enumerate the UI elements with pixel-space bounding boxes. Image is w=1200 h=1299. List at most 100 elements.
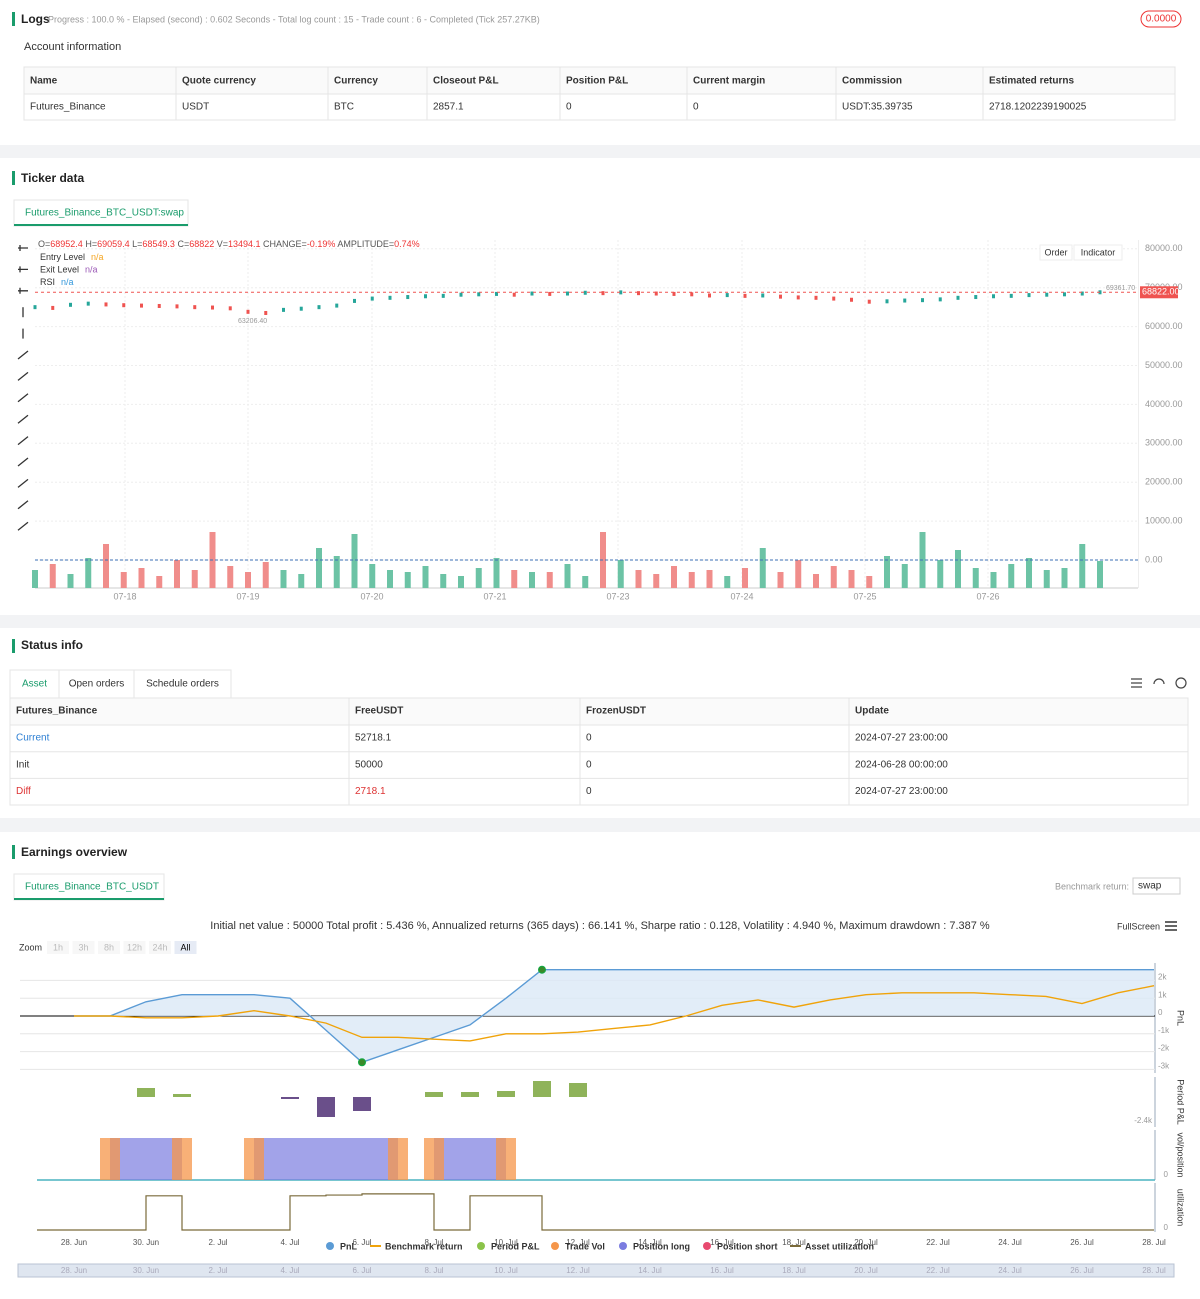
navigator[interactable] [17, 1263, 1175, 1278]
volume-bar [759, 548, 766, 588]
candle [370, 296, 374, 301]
ohlc-value: 0.74% [394, 239, 420, 249]
zoom-button[interactable] [47, 941, 69, 954]
navigator-label: 4. Jul [280, 1266, 299, 1275]
x-tick-label: 30. Jun [133, 1238, 159, 1247]
navigator-label: 30. Jun [133, 1266, 159, 1275]
zero-label: 0 [1164, 1223, 1169, 1232]
y-tick-label: 10000.00 [1145, 515, 1183, 525]
tool-icon[interactable] [17, 350, 29, 360]
y-tick-label: 0.00 [1145, 554, 1163, 564]
candle [140, 303, 143, 308]
legend-label[interactable]: Period P&L [491, 1241, 540, 1251]
candle [903, 298, 907, 303]
legend-label[interactable]: Position long [633, 1241, 690, 1251]
chart-button[interactable] [1039, 244, 1073, 261]
tool-icon[interactable] [17, 414, 29, 424]
zero-label: 0 [1164, 1170, 1169, 1179]
volume-bar [138, 568, 145, 588]
legend-label[interactable]: Trade Vol [565, 1241, 605, 1251]
toolbar-icons[interactable] [1131, 677, 1187, 689]
legend-symbol [326, 1242, 334, 1250]
tool-icon[interactable] [17, 371, 29, 381]
menu-icon[interactable] [1165, 921, 1177, 931]
tab[interactable] [133, 669, 232, 699]
tab-label: Schedule orders [146, 679, 219, 690]
candle [690, 292, 694, 297]
volume-bar [156, 576, 163, 588]
tool-icon[interactable] [17, 478, 29, 488]
candle [282, 307, 285, 312]
fullscreen[interactable]: FullScreen [1117, 921, 1160, 931]
benchmark-value: swap [1138, 881, 1162, 892]
table-header [9, 697, 1189, 726]
tab-underline [14, 898, 164, 900]
tool-icon[interactable] [18, 266, 28, 273]
x-tick-label: 07-25 [853, 591, 876, 601]
chart-button-label: Indicator [1081, 247, 1116, 257]
tool-icon[interactable] [17, 457, 29, 467]
tool-icon[interactable] [17, 521, 29, 531]
chart-button[interactable] [1073, 244, 1123, 261]
trade-vol [244, 1138, 264, 1180]
x-tick-label: 07-20 [360, 591, 383, 601]
position-bar [290, 1138, 326, 1180]
volume-bar [387, 570, 393, 588]
volume-bar [529, 572, 535, 588]
x-tick-label: 18. Jul [782, 1238, 806, 1247]
volume-bar [777, 572, 784, 588]
badge[interactable] [1140, 10, 1182, 28]
benchmark-select[interactable] [1132, 877, 1181, 895]
x-tick-label: 22. Jul [926, 1238, 950, 1247]
x-tick-label: 07-19 [236, 591, 259, 601]
tab-label: Futures_Binance_BTC_USDT:swap [25, 208, 184, 219]
cell: BTC [334, 102, 354, 113]
high-label: 69361.70 [1106, 285, 1135, 292]
tool-icon[interactable] [17, 500, 29, 510]
candle [583, 290, 587, 295]
header-cell: FrozenUSDT [586, 706, 646, 717]
volume-bar [866, 576, 873, 588]
tool-icon[interactable] [17, 436, 29, 446]
volume-bar [884, 556, 890, 588]
candle [33, 305, 37, 310]
period-bar [461, 1092, 479, 1097]
zoom-button[interactable] [174, 941, 197, 954]
tab[interactable] [13, 199, 189, 227]
status-title: Status info [21, 638, 83, 652]
legend-label[interactable]: Benchmark return [385, 1241, 463, 1251]
ohlc-value: -0.19% [307, 239, 336, 249]
candle [406, 295, 410, 300]
legend-label[interactable]: Position short [717, 1241, 778, 1251]
legend-label[interactable]: PnL [340, 1241, 358, 1251]
zoom-button[interactable] [72, 941, 95, 954]
legend-symbol [619, 1242, 627, 1250]
candle [388, 295, 392, 300]
legend-entry: RSI n/a [40, 277, 74, 287]
tool-icon[interactable] [18, 287, 28, 294]
legend-label[interactable]: Asset utilization [805, 1241, 874, 1251]
ohlc-key: C= [175, 239, 189, 249]
zoom-button-label: 8h [104, 942, 114, 952]
volume-bar [830, 566, 837, 588]
tool-icon[interactable] [18, 245, 28, 251]
tool-icon[interactable] [17, 393, 29, 403]
legend-name: Entry Level [40, 252, 85, 262]
legend-name: RSI [40, 277, 55, 287]
zoom-button[interactable] [123, 941, 146, 954]
trade-vol [496, 1138, 516, 1180]
chart-button-label: Order [1044, 247, 1067, 257]
candle [992, 294, 995, 299]
tab[interactable] [9, 669, 60, 699]
volume-bar [32, 570, 38, 588]
header-cell: Futures_Binance [16, 706, 98, 717]
zoom-button[interactable] [98, 941, 120, 954]
volume-bar [582, 576, 589, 588]
tab[interactable] [13, 873, 165, 901]
period-bar [137, 1088, 155, 1097]
ohlc-key: V= [214, 239, 228, 249]
zoom-button[interactable] [149, 941, 171, 954]
ohlc-value: 68822 [189, 239, 214, 249]
cell: 52718.1 [355, 733, 392, 744]
candle [796, 295, 800, 300]
